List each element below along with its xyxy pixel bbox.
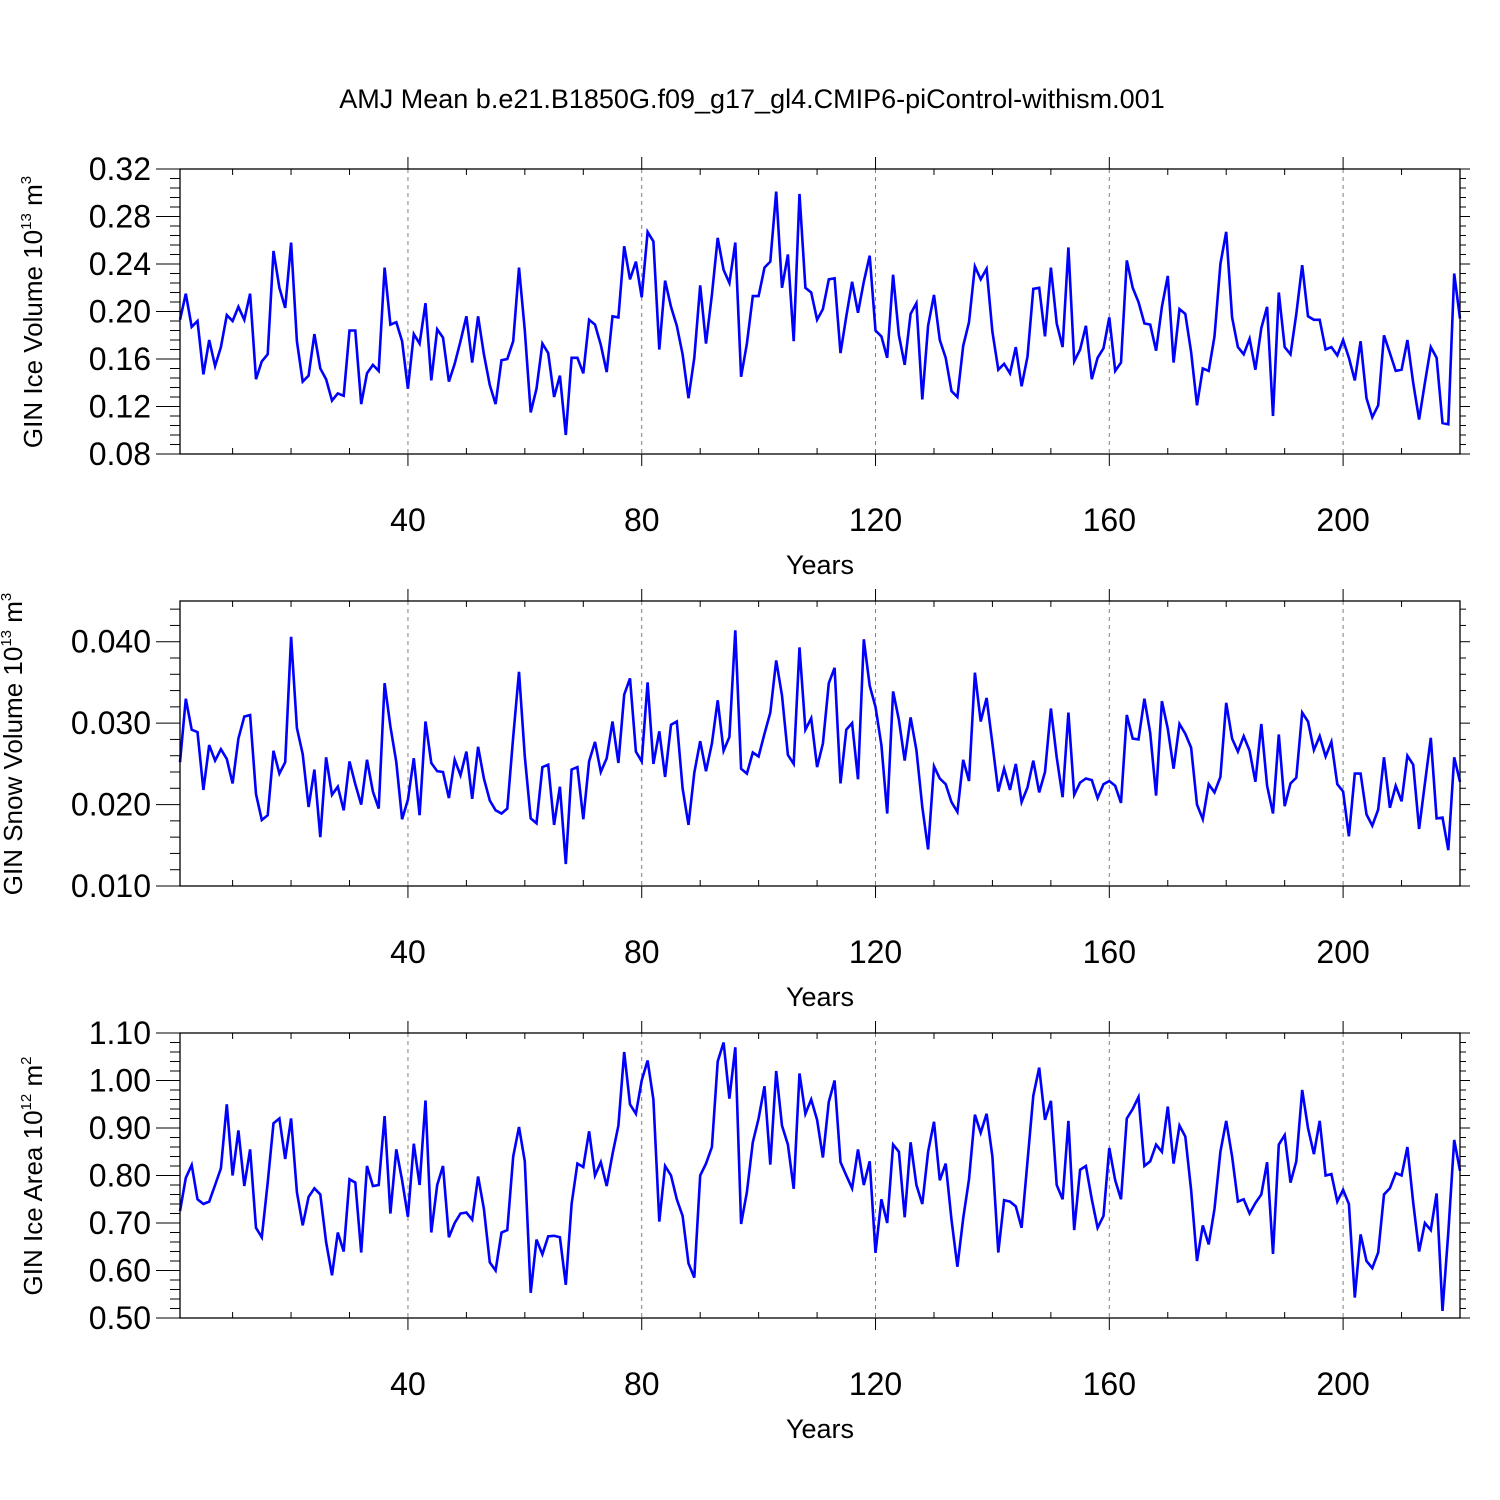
x-tick-label-ice-volume-160: 160 xyxy=(1083,502,1136,538)
x-tick-label-snow-volume-80: 80 xyxy=(624,934,660,970)
plot-frame-snow-volume xyxy=(179,600,1461,887)
panel-snow-volume: GIN Snow Volume 1013 m3 Years 40 80 120 160… xyxy=(0,589,1470,1012)
y-tick-label-ice-area-0.70: 0.70 xyxy=(89,1205,151,1241)
panel-ice-area: GIN Ice Area 1012 m2 Years 40 80 120 160 200… xyxy=(18,1015,1470,1444)
series-line-ice-volume xyxy=(178,191,1462,436)
x-tick-label-ice-volume-120: 120 xyxy=(849,502,902,538)
y-tick-label-ice-area-1.10: 1.10 xyxy=(89,1015,151,1051)
y-tick-label-ice-area-0.90: 0.90 xyxy=(89,1110,151,1146)
x-tick-label-snow-volume-40: 40 xyxy=(390,934,426,970)
y-tick-label-snow-volume-0.020: 0.020 xyxy=(71,787,151,823)
y-tick-label-ice-area-1.00: 1.00 xyxy=(89,1063,151,1099)
x-tick-label-snow-volume-160: 160 xyxy=(1083,934,1136,970)
y-axis-label-snow-volume: GIN Snow Volume 1013 m3 xyxy=(0,593,28,896)
x-axis-label-snow-volume: Years xyxy=(786,982,854,1012)
panel-ice-volume: GIN Ice Volume 1013 m3 Years 40 80 120 160 2… xyxy=(18,151,1470,580)
y-tick-label-ice-volume-0.12: 0.12 xyxy=(89,389,151,425)
y-tick-label-snow-volume-0.040: 0.040 xyxy=(71,624,151,660)
y-tick-label-ice-volume-0.20: 0.20 xyxy=(89,294,151,330)
x-tick-label-snow-volume-120: 120 xyxy=(849,934,902,970)
x-tick-label-ice-area-200: 200 xyxy=(1316,1366,1369,1402)
x-tick-label-ice-area-40: 40 xyxy=(390,1366,426,1402)
y-axis-label-ice-volume: GIN Ice Volume 1013 m3 xyxy=(18,176,48,448)
figure-title: AMJ Mean b.e21.B1850G.f09_g17_gl4.CMIP6-… xyxy=(339,84,1164,114)
series-line-snow-volume xyxy=(178,630,1462,865)
x-tick-label-ice-area-120: 120 xyxy=(849,1366,902,1402)
y-tick-label-ice-volume-0.32: 0.32 xyxy=(89,151,151,187)
y-tick-label-snow-volume-0.030: 0.030 xyxy=(71,705,151,741)
x-tick-label-ice-area-80: 80 xyxy=(624,1366,660,1402)
y-tick-label-ice-volume-0.16: 0.16 xyxy=(89,341,151,377)
x-tick-label-snow-volume-200: 200 xyxy=(1316,934,1369,970)
x-axis-label-ice-volume: Years xyxy=(786,550,854,580)
y-axis-label-ice-area: GIN Ice Area 1012 m2 xyxy=(18,1057,48,1296)
y-tick-label-ice-volume-0.24: 0.24 xyxy=(89,246,151,282)
x-tick-label-ice-volume-200: 200 xyxy=(1316,502,1369,538)
series-line-ice-area xyxy=(178,1042,1462,1311)
plot-frame-ice-area xyxy=(179,1032,1461,1319)
y-tick-label-ice-area-0.60: 0.60 xyxy=(89,1253,151,1289)
x-axis-label-ice-area: Years xyxy=(786,1414,854,1444)
x-tick-label-ice-volume-40: 40 xyxy=(390,502,426,538)
y-tick-label-ice-volume-0.08: 0.08 xyxy=(89,436,151,472)
x-tick-label-ice-area-160: 160 xyxy=(1083,1366,1136,1402)
y-tick-label-ice-area-0.50: 0.50 xyxy=(89,1300,151,1336)
plot-frame-ice-volume xyxy=(179,168,1461,455)
x-tick-label-ice-volume-80: 80 xyxy=(624,502,660,538)
y-tick-label-ice-area-0.80: 0.80 xyxy=(89,1158,151,1194)
y-tick-label-ice-volume-0.28: 0.28 xyxy=(89,199,151,235)
y-tick-label-snow-volume-0.010: 0.010 xyxy=(71,868,151,904)
